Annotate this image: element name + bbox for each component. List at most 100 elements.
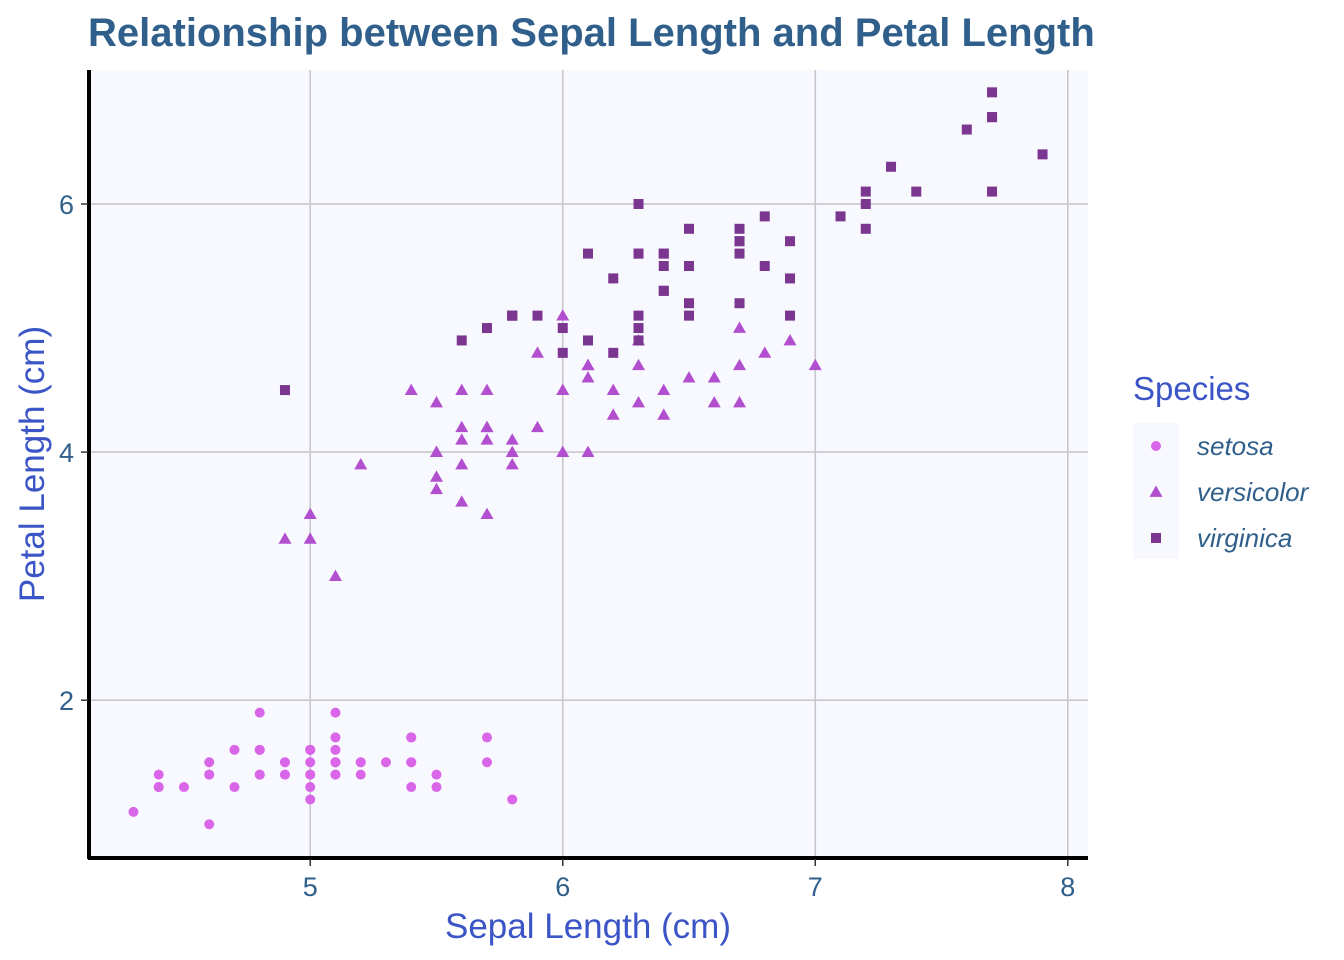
point-setosa: [204, 769, 215, 780]
point-versicolor: [657, 383, 671, 395]
point-virginica: [734, 248, 745, 259]
chart-title: Relationship between Sepal Length and Pe…: [88, 11, 1095, 55]
point-setosa: [153, 769, 164, 780]
point-setosa: [330, 757, 341, 768]
legend-key-setosa: [1151, 441, 1161, 451]
point-versicolor: [530, 346, 544, 358]
point-virginica: [987, 186, 998, 197]
point-versicolor: [530, 420, 544, 433]
y-tick-label: 6: [59, 190, 74, 220]
point-versicolor: [707, 395, 721, 408]
point-versicolor: [556, 309, 570, 321]
point-virginica: [734, 236, 745, 247]
point-virginica: [583, 248, 593, 259]
point-versicolor: [632, 395, 646, 408]
point-setosa: [330, 744, 341, 755]
point-setosa: [431, 782, 442, 793]
point-virginica: [557, 347, 568, 358]
point-versicolor: [505, 445, 519, 457]
point-versicolor: [429, 470, 443, 482]
point-setosa: [279, 757, 290, 768]
point-versicolor: [480, 433, 494, 445]
point-versicolor: [429, 445, 443, 457]
point-setosa: [355, 757, 366, 768]
series-versicolor: [278, 309, 822, 582]
legend-key-virginica: [1151, 533, 1161, 543]
point-virginica: [759, 261, 770, 272]
point-versicolor: [455, 420, 469, 433]
x-tick-label: 7: [808, 872, 823, 902]
point-setosa: [204, 757, 215, 768]
point-versicolor: [733, 395, 747, 408]
point-versicolor: [733, 358, 747, 371]
data-points: [128, 87, 1048, 830]
point-virginica: [684, 261, 695, 272]
point-virginica: [608, 347, 619, 358]
point-virginica: [583, 335, 593, 346]
point-setosa: [254, 707, 265, 718]
point-versicolor: [455, 495, 469, 507]
point-virginica: [633, 335, 644, 346]
point-setosa: [406, 782, 417, 793]
point-virginica: [860, 198, 871, 209]
point-setosa: [254, 744, 265, 755]
point-virginica: [481, 323, 492, 334]
point-virginica: [532, 310, 543, 321]
point-versicolor: [480, 507, 494, 519]
point-versicolor: [606, 408, 620, 420]
x-tick-label: 5: [303, 872, 318, 902]
point-virginica: [456, 335, 467, 346]
point-virginica: [684, 310, 695, 321]
point-setosa: [128, 806, 139, 817]
point-virginica: [633, 310, 644, 321]
point-setosa: [178, 782, 189, 793]
point-setosa: [305, 744, 316, 755]
legend-key-versicolor: [1149, 485, 1163, 497]
point-versicolor: [354, 458, 368, 470]
legend-label-setosa: setosa: [1197, 431, 1274, 461]
legend-label-virginica: virginica: [1197, 523, 1292, 553]
point-virginica: [507, 310, 518, 321]
point-virginica: [734, 223, 745, 234]
point-virginica: [633, 323, 644, 334]
point-versicolor: [303, 532, 317, 544]
y-tick-label: 4: [59, 438, 74, 468]
point-setosa: [431, 769, 442, 780]
plot-panel: [88, 70, 1088, 859]
point-virginica: [785, 310, 796, 321]
point-versicolor: [556, 445, 570, 457]
y-axis-ticks: 2 4 6: [59, 190, 88, 716]
point-virginica: [658, 285, 669, 296]
point-virginica: [886, 161, 897, 172]
point-virginica: [987, 87, 998, 98]
point-setosa: [305, 782, 316, 793]
legend-title: Species: [1133, 370, 1250, 407]
point-versicolor: [303, 507, 317, 519]
point-versicolor: [581, 358, 595, 371]
point-versicolor: [429, 482, 443, 495]
point-setosa: [305, 794, 316, 805]
point-versicolor: [682, 371, 696, 383]
point-setosa: [481, 732, 492, 743]
series-virginica: [279, 87, 1048, 396]
point-versicolor: [581, 445, 595, 457]
point-versicolor: [480, 383, 494, 395]
x-tick-label: 8: [1060, 872, 1075, 902]
x-tick-label: 6: [555, 872, 570, 902]
point-virginica: [785, 236, 796, 247]
x-axis-ticks: 5 6 7 8: [303, 859, 1075, 902]
point-virginica: [734, 298, 745, 309]
point-setosa: [279, 769, 290, 780]
point-versicolor: [480, 420, 494, 433]
y-axis-title: Petal Length (cm): [13, 326, 52, 602]
point-setosa: [507, 794, 518, 805]
point-versicolor: [783, 333, 797, 346]
point-versicolor: [505, 458, 519, 470]
point-virginica: [633, 248, 644, 259]
point-virginica: [684, 298, 695, 309]
point-virginica: [658, 248, 669, 259]
point-versicolor: [455, 458, 469, 470]
point-setosa: [481, 757, 492, 768]
point-versicolor: [808, 358, 822, 371]
point-versicolor: [733, 321, 747, 333]
